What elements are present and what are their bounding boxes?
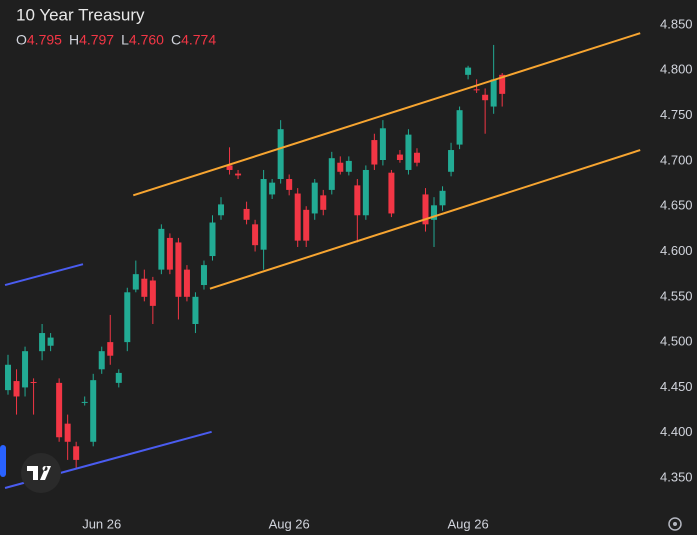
y-tick-label: 4.700 — [660, 152, 693, 167]
candle-body — [320, 195, 327, 210]
candle-body — [286, 179, 293, 190]
candle-body — [183, 269, 190, 297]
trend-line — [209, 149, 641, 290]
candle-body — [141, 278, 148, 297]
candle-body — [39, 333, 46, 352]
candle-body — [90, 380, 97, 442]
candle-body — [13, 381, 20, 397]
candle-body — [490, 79, 497, 107]
candle-body — [328, 158, 335, 190]
y-tick-label: 4.500 — [660, 334, 693, 349]
candle-body — [456, 110, 463, 145]
y-tick-label: 4.750 — [660, 107, 693, 122]
candle-body — [124, 292, 131, 343]
candle-body — [47, 337, 54, 346]
ohlc-value: 4.760 — [129, 32, 164, 48]
candle-body — [482, 94, 489, 101]
y-tick-label: 4.550 — [660, 288, 693, 303]
candle-body — [448, 150, 455, 172]
candle-body — [277, 129, 284, 180]
candle-body — [371, 140, 378, 165]
candle-body — [405, 134, 412, 170]
candle-body — [81, 401, 88, 403]
candle-body — [149, 280, 156, 306]
candle-body — [226, 165, 233, 170]
candle-body — [132, 274, 139, 290]
candle-body — [5, 364, 12, 391]
settings-icon[interactable] — [668, 517, 682, 531]
y-tick-label: 4.400 — [660, 424, 693, 439]
y-tick-label: 4.650 — [660, 198, 693, 213]
candle-body — [192, 296, 199, 324]
candle-body — [362, 169, 369, 216]
candle-body — [235, 173, 242, 176]
candle-body — [388, 172, 395, 214]
candle-body — [422, 194, 429, 225]
ohlc-key: C — [171, 32, 181, 48]
candle-body — [311, 182, 318, 214]
candle-body — [473, 89, 480, 91]
candle-body — [413, 152, 420, 163]
candle-body — [175, 242, 182, 297]
candle-body — [166, 237, 173, 270]
tradingview-logo — [21, 453, 61, 493]
candle-body — [98, 351, 105, 370]
x-tick-label: Aug 26 — [269, 516, 310, 531]
candle-body — [439, 190, 446, 206]
x-tick-label: Jun 26 — [82, 516, 121, 531]
candle-body — [218, 204, 225, 216]
candle-body — [158, 228, 165, 270]
candle-body — [337, 162, 344, 172]
candle-body — [294, 193, 301, 241]
candle-body — [107, 342, 114, 356]
candle-body — [22, 351, 29, 388]
candle-body — [252, 224, 259, 246]
ohlc-value: 4.797 — [79, 32, 114, 48]
plot — [4, 32, 641, 489]
candle-body — [209, 222, 216, 257]
candle-body — [345, 160, 352, 172]
candle-body — [260, 179, 267, 250]
ohlc-header: O 4.795 H 4.797 L 4.760 C 4.774 — [16, 32, 216, 48]
y-tick-label: 4.600 — [660, 243, 693, 258]
candle-body — [200, 265, 207, 286]
ohlc-key: O — [16, 32, 27, 48]
y-tick-label: 4.800 — [660, 62, 693, 77]
y-tick-label: 4.350 — [660, 469, 693, 484]
candle-body — [431, 205, 438, 220]
candle-body — [354, 185, 361, 216]
candle-body — [396, 154, 403, 161]
chart-title: 10 Year Treasury — [16, 5, 145, 24]
candle-body — [73, 446, 80, 460]
candle-body — [30, 381, 37, 383]
candle-body — [269, 182, 276, 195]
candle-body — [465, 67, 472, 75]
ohlc-value: 4.774 — [181, 32, 216, 48]
side-marker — [0, 445, 6, 477]
x-tick-label: Aug 26 — [447, 516, 488, 531]
candle-body — [499, 74, 506, 94]
y-tick-label: 4.450 — [660, 379, 693, 394]
trend-line — [4, 263, 84, 287]
candle-body — [115, 372, 122, 383]
ohlc-key: L — [121, 32, 129, 48]
candle-body — [64, 423, 71, 442]
candle-body — [243, 208, 250, 220]
ohlc-value: 4.795 — [27, 32, 62, 48]
candle-body — [379, 128, 386, 161]
candle-body — [303, 209, 310, 241]
y-tick-label: 4.850 — [660, 16, 693, 31]
trend-line — [132, 32, 641, 197]
candle-body — [56, 382, 63, 438]
ohlc-key: H — [69, 32, 79, 48]
